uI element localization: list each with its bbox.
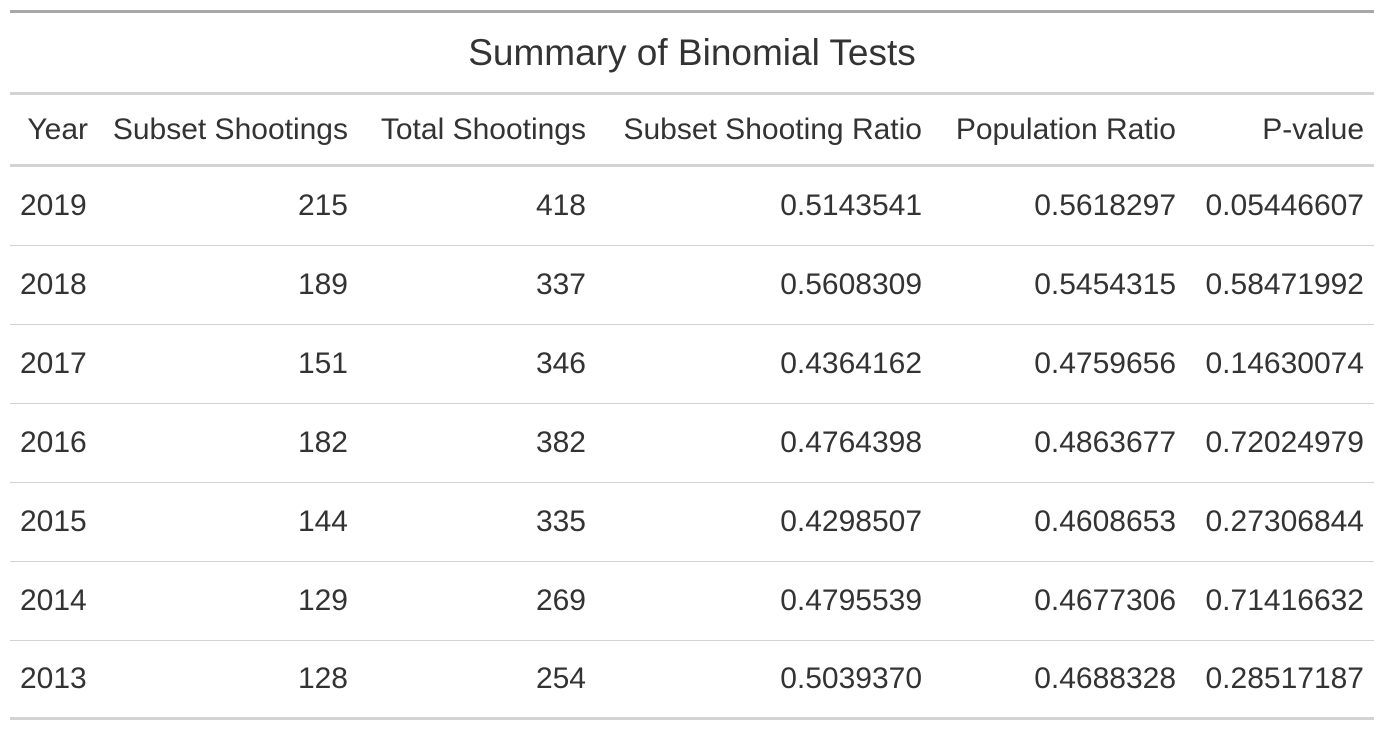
cell-subset-shootings: 182 bbox=[297, 426, 348, 459]
table-row: 2016 182 382 0.4764398 0.4863677 0.72024… bbox=[10, 404, 1374, 483]
cell-p-value: 0.72024979 bbox=[1205, 426, 1365, 459]
cell-subset-shootings: 128 bbox=[297, 662, 348, 695]
cell-population-ratio: 0.4677306 bbox=[1034, 584, 1176, 617]
table-row: 2018 189 337 0.5608309 0.5454315 0.58471… bbox=[10, 246, 1374, 325]
cell-subset-shooting-ratio: 0.4298507 bbox=[780, 505, 922, 538]
cell-subset-shootings: 189 bbox=[297, 268, 348, 301]
cell-subset-shootings: 151 bbox=[297, 347, 348, 380]
cell-p-value: 0.28517187 bbox=[1205, 662, 1365, 695]
cell-subset-shooting-ratio: 0.4364162 bbox=[780, 347, 922, 380]
top-rule bbox=[10, 10, 1374, 13]
cell-year: 2013 bbox=[20, 662, 87, 695]
cell-p-value: 0.58471992 bbox=[1205, 268, 1365, 301]
table-title: Summary of Binomial Tests bbox=[10, 13, 1374, 95]
cell-subset-shooting-ratio: 0.4764398 bbox=[780, 426, 922, 459]
cell-total-shootings: 382 bbox=[535, 426, 586, 459]
cell-subset-shooting-ratio: 0.5608309 bbox=[780, 268, 922, 301]
column-header-population-ratio: Population Ratio bbox=[955, 112, 1176, 146]
column-header-year: Year bbox=[27, 112, 88, 146]
cell-total-shootings: 335 bbox=[535, 505, 586, 538]
cell-p-value: 0.05446607 bbox=[1205, 189, 1365, 222]
table-row: 2013 128 254 0.5039370 0.4688328 0.28517… bbox=[10, 641, 1374, 720]
cell-subset-shooting-ratio: 0.5039370 bbox=[780, 662, 922, 695]
table-row: 2015 144 335 0.4298507 0.4608653 0.27306… bbox=[10, 483, 1374, 562]
column-header-total-shootings: Total Shootings bbox=[380, 112, 586, 146]
cell-total-shootings: 346 bbox=[535, 347, 586, 380]
cell-subset-shootings: 144 bbox=[297, 505, 348, 538]
column-header-subset-shootings: Subset Shootings bbox=[112, 112, 348, 146]
cell-subset-shooting-ratio: 0.5143541 bbox=[780, 189, 922, 222]
cell-year: 2015 bbox=[20, 505, 87, 538]
header-row: Year Subset Shootings Total Shootings Su… bbox=[10, 95, 1374, 167]
cell-year: 2014 bbox=[20, 584, 87, 617]
cell-total-shootings: 337 bbox=[535, 268, 586, 301]
cell-year: 2018 bbox=[20, 268, 87, 301]
cell-p-value: 0.14630074 bbox=[1205, 347, 1365, 380]
cell-subset-shootings: 129 bbox=[297, 584, 348, 617]
cell-population-ratio: 0.4688328 bbox=[1034, 662, 1176, 695]
column-header-subset-shooting-ratio: Subset Shooting Ratio bbox=[623, 112, 922, 146]
cell-population-ratio: 0.4863677 bbox=[1034, 426, 1176, 459]
cell-population-ratio: 0.4759656 bbox=[1034, 347, 1176, 380]
table-row: 2019 215 418 0.5143541 0.5618297 0.05446… bbox=[10, 167, 1374, 246]
cell-year: 2016 bbox=[20, 426, 87, 459]
cell-subset-shooting-ratio: 0.4795539 bbox=[780, 584, 922, 617]
cell-p-value: 0.71416632 bbox=[1205, 584, 1365, 617]
cell-year: 2019 bbox=[20, 189, 87, 222]
column-header-p-value: P-value bbox=[1262, 112, 1364, 146]
cell-population-ratio: 0.4608653 bbox=[1034, 505, 1176, 538]
cell-p-value: 0.27306844 bbox=[1205, 505, 1365, 538]
table-row: 2014 129 269 0.4795539 0.4677306 0.71416… bbox=[10, 562, 1374, 641]
cell-population-ratio: 0.5454315 bbox=[1034, 268, 1176, 301]
cell-total-shootings: 269 bbox=[535, 584, 586, 617]
cell-total-shootings: 418 bbox=[535, 189, 586, 222]
cell-year: 2017 bbox=[20, 347, 87, 380]
table-row: 2017 151 346 0.4364162 0.4759656 0.14630… bbox=[10, 325, 1374, 404]
cell-population-ratio: 0.5618297 bbox=[1034, 189, 1176, 222]
cell-subset-shootings: 215 bbox=[297, 189, 348, 222]
binomial-tests-table: Summary of Binomial Tests Year Subset Sh… bbox=[10, 10, 1374, 720]
cell-total-shootings: 254 bbox=[535, 662, 586, 695]
